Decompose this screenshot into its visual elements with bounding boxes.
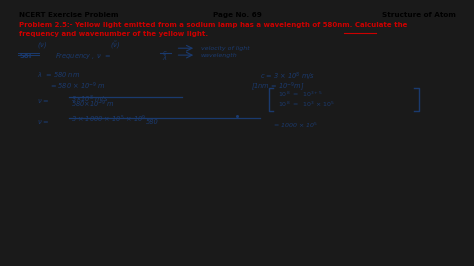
Text: $\lambda$  = 580 nm: $\lambda$ = 580 nm: [37, 70, 80, 80]
Text: frequency and wavenumber of the yellow light.: frequency and wavenumber of the yellow l…: [18, 31, 208, 37]
Text: Frequency , $\nu$  =: Frequency , $\nu$ =: [55, 51, 111, 61]
Text: $10^{8}$  =  $10^{3+5}$: $10^{8}$ = $10^{3+5}$: [278, 90, 323, 99]
Text: $c$: $c$: [162, 49, 167, 57]
Text: ($\tilde{\nu}$): ($\tilde{\nu}$): [109, 40, 120, 51]
Text: $10^{8}$  =  $10^{3}$ $\times$ $10^{5}$: $10^{8}$ = $10^{3}$ $\times$ $10^{5}$: [278, 100, 335, 109]
Text: [1nm = 10$^{-9}$m]: [1nm = 10$^{-9}$m]: [251, 81, 304, 93]
Text: Page No. 69: Page No. 69: [212, 12, 262, 18]
Text: = 1000 $\times$ 10$^{5}$: = 1000 $\times$ 10$^{5}$: [273, 120, 318, 130]
Text: Structure of Atom: Structure of Atom: [382, 12, 456, 18]
Text: $\nu$ =: $\nu$ =: [37, 118, 49, 126]
Text: $\bf{Sol}$: $\bf{Sol}$: [18, 51, 32, 60]
Text: $\nu$ =: $\nu$ =: [37, 97, 49, 105]
Text: c = 3 $\times$ 10$^{8}$ m/s: c = 3 $\times$ 10$^{8}$ m/s: [260, 70, 315, 83]
Text: 580: 580: [146, 119, 159, 125]
Text: NCERT Exercise Problem: NCERT Exercise Problem: [18, 12, 118, 18]
Text: velocity of light: velocity of light: [201, 46, 249, 51]
Text: 580$\times$10$^{-9}$ m: 580$\times$10$^{-9}$ m: [71, 98, 115, 110]
Text: 3 $\times$ 1000 $\times$ 10$^{5}$ $\times$ 10$^{9}$: 3 $\times$ 1000 $\times$ 10$^{5}$ $\time…: [71, 114, 146, 125]
Text: = 580 $\times$ 10$^{-9}$ m: = 580 $\times$ 10$^{-9}$ m: [50, 81, 106, 92]
Text: ($\nu$): ($\nu$): [37, 40, 47, 50]
Text: $\lambda$: $\lambda$: [162, 53, 167, 62]
Text: 3$\times$10$^{8}$ m/s: 3$\times$10$^{8}$ m/s: [71, 93, 109, 106]
Text: Problem 2.5:- Yellow light emitted from a sodium lamp has a wavelength of 580nm.: Problem 2.5:- Yellow light emitted from …: [18, 22, 407, 28]
Text: wavelength: wavelength: [201, 53, 237, 58]
